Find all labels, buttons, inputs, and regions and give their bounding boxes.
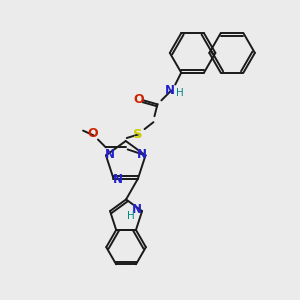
Text: S: S	[133, 128, 142, 141]
Text: O: O	[133, 93, 144, 106]
Text: N: N	[132, 202, 142, 216]
Text: H: H	[127, 211, 135, 221]
Text: O: O	[88, 127, 98, 140]
Text: H: H	[176, 88, 184, 98]
Text: N: N	[165, 84, 175, 97]
Text: N: N	[105, 148, 115, 161]
Text: N: N	[136, 148, 147, 161]
Text: N: N	[112, 173, 122, 186]
